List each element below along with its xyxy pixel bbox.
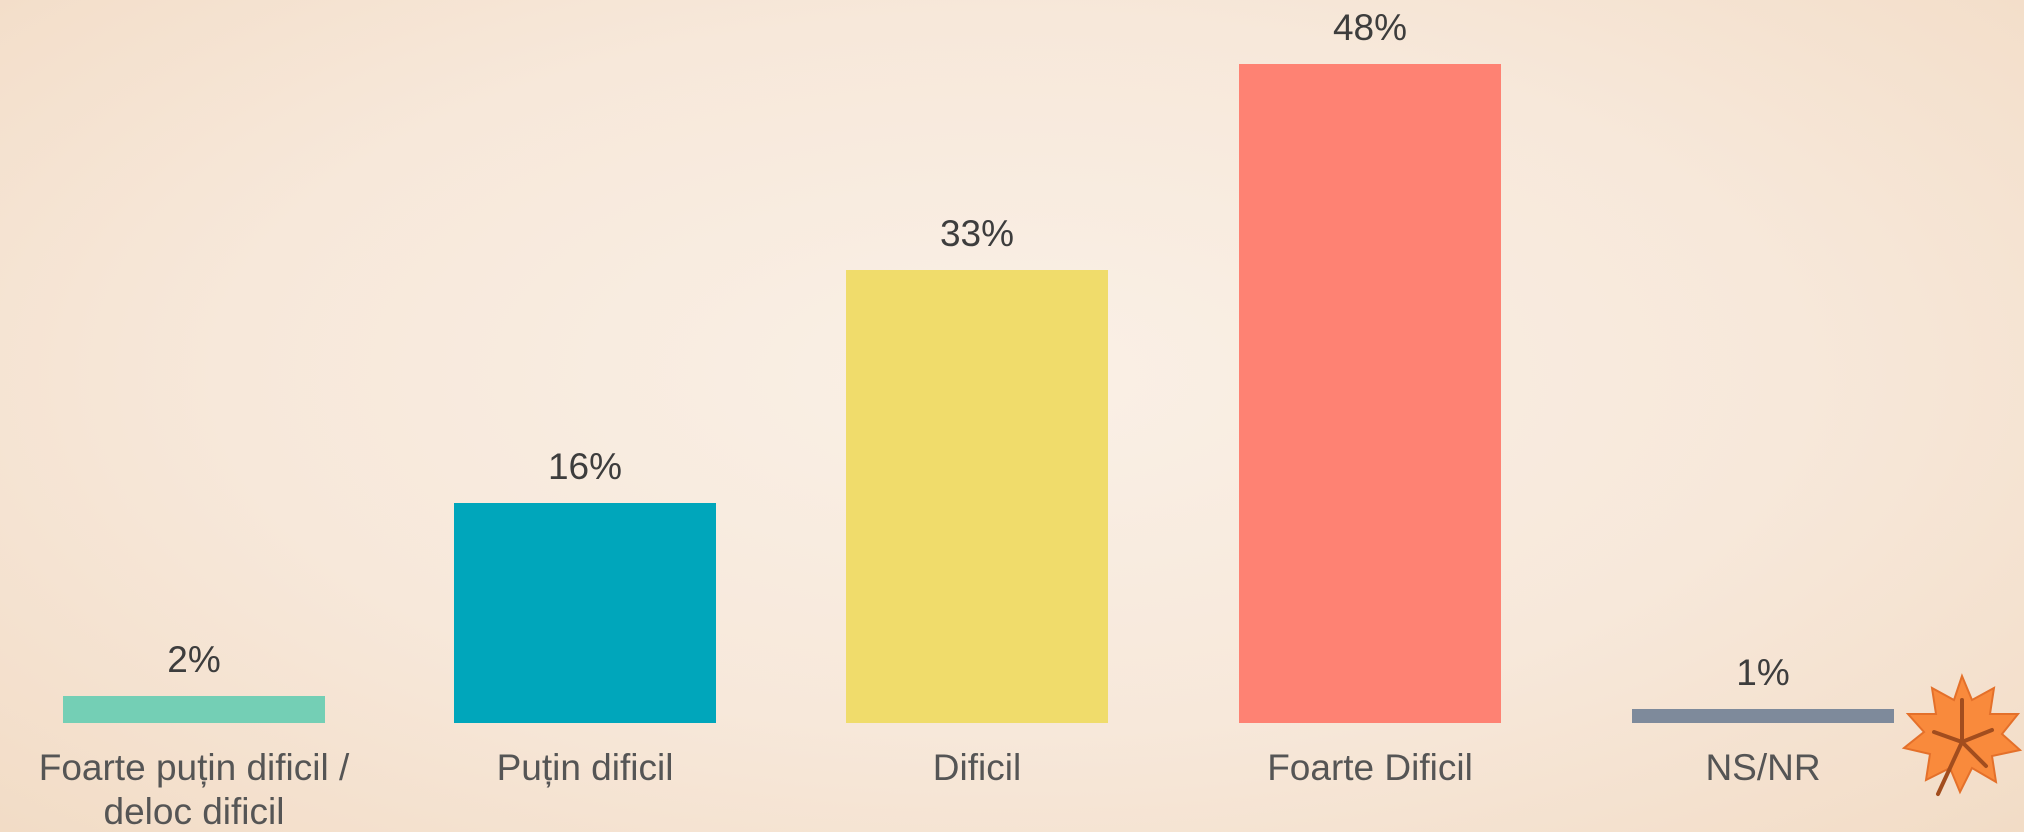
bar [846,270,1108,723]
x-tick-label: NS/NR [1705,747,1821,788]
x-tick-label: Foarte puțin dificil / deloc dificil [38,747,350,832]
bar [1239,64,1501,723]
x-tick-label: Puțin dificil [496,747,674,788]
value-label: 2% [167,638,221,680]
bar [454,503,716,723]
value-label: 1% [1736,652,1790,694]
x-tick-label: Foarte Dificil [1267,747,1473,788]
value-label: 16% [547,446,623,488]
leaf-icon [1901,673,2023,796]
value-label: 48% [1332,7,1408,49]
value-label: 33% [939,213,1015,255]
bar [63,695,325,723]
x-tick-label: Dificil [932,747,1022,788]
bar [1632,709,1894,723]
